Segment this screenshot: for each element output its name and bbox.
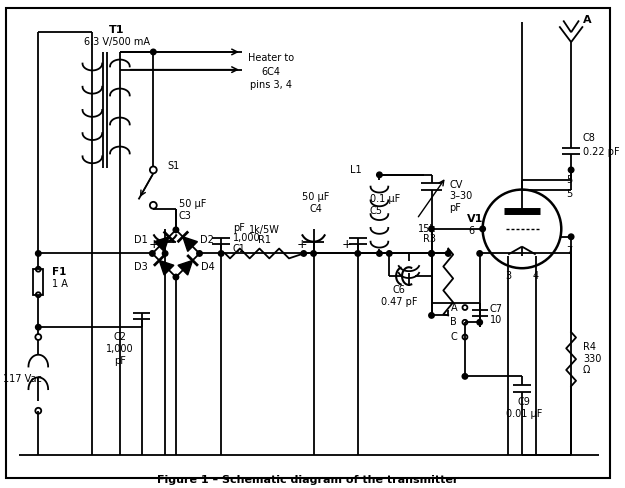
- Text: 1 A: 1 A: [52, 279, 68, 289]
- Text: A: A: [451, 303, 457, 312]
- Circle shape: [446, 251, 451, 256]
- Text: Heater to: Heater to: [248, 53, 294, 63]
- Text: 4: 4: [532, 271, 539, 281]
- Text: 5: 5: [566, 189, 572, 200]
- Text: +: +: [341, 238, 352, 251]
- Text: D4: D4: [201, 262, 214, 272]
- Text: R4: R4: [583, 342, 596, 352]
- Text: 6: 6: [469, 226, 475, 236]
- Text: T1: T1: [109, 25, 124, 35]
- Text: 1k/5W: 1k/5W: [249, 225, 280, 235]
- Text: 3: 3: [505, 271, 511, 281]
- Polygon shape: [154, 237, 169, 251]
- Text: pF: pF: [233, 223, 245, 233]
- Polygon shape: [178, 261, 192, 275]
- Text: C5: C5: [369, 206, 382, 216]
- Text: C3: C3: [179, 211, 192, 221]
- Text: V1: V1: [467, 214, 483, 224]
- Circle shape: [149, 251, 155, 256]
- Text: F1: F1: [52, 267, 66, 277]
- Circle shape: [36, 325, 41, 330]
- Circle shape: [480, 226, 486, 232]
- Text: +: +: [297, 238, 308, 251]
- Circle shape: [462, 374, 468, 379]
- Text: C2: C2: [113, 332, 126, 342]
- Text: 0.01 μF: 0.01 μF: [506, 409, 542, 419]
- Circle shape: [355, 251, 361, 256]
- Text: 0.1 μF: 0.1 μF: [369, 194, 400, 204]
- Circle shape: [218, 251, 224, 256]
- Circle shape: [162, 251, 168, 256]
- Text: C1: C1: [233, 244, 246, 254]
- Text: 330: 330: [583, 354, 601, 364]
- Circle shape: [173, 227, 179, 233]
- Text: 0.22 pF: 0.22 pF: [583, 147, 619, 157]
- Text: 7: 7: [566, 245, 572, 256]
- Text: Figure 1 – Schematic diagram of the transmitter: Figure 1 – Schematic diagram of the tran…: [157, 474, 458, 485]
- Text: pins 3, 4: pins 3, 4: [250, 81, 292, 90]
- Text: C: C: [451, 332, 457, 342]
- Text: 1,000: 1,000: [106, 344, 134, 354]
- Text: D1: D1: [134, 235, 148, 244]
- Text: R1: R1: [258, 235, 271, 244]
- Text: D2: D2: [201, 235, 214, 244]
- Text: 5: 5: [566, 175, 572, 185]
- Text: pF: pF: [114, 356, 126, 366]
- Text: 117 Vac: 117 Vac: [3, 374, 42, 385]
- Text: +: +: [149, 238, 159, 251]
- Text: Ω: Ω: [583, 366, 590, 375]
- Text: C9: C9: [518, 397, 531, 407]
- Circle shape: [301, 251, 306, 256]
- Circle shape: [173, 274, 179, 280]
- Text: L1: L1: [350, 165, 362, 175]
- Text: C6: C6: [392, 285, 406, 295]
- Circle shape: [197, 251, 202, 256]
- Circle shape: [151, 49, 156, 55]
- Circle shape: [377, 251, 382, 256]
- Circle shape: [429, 226, 434, 232]
- Text: C8: C8: [583, 133, 596, 143]
- Text: C4: C4: [309, 204, 322, 214]
- Text: 3–30: 3–30: [449, 191, 472, 202]
- Text: 6C4: 6C4: [262, 66, 281, 77]
- Polygon shape: [183, 237, 198, 251]
- Text: 10: 10: [489, 315, 502, 325]
- Text: A: A: [583, 16, 591, 25]
- Text: R3: R3: [423, 234, 436, 244]
- Polygon shape: [159, 261, 174, 275]
- Text: 1,000: 1,000: [233, 233, 261, 243]
- Text: 50 μF: 50 μF: [302, 192, 329, 203]
- Bar: [33, 269, 43, 295]
- Text: 0.47 pF: 0.47 pF: [381, 297, 418, 306]
- Circle shape: [386, 251, 392, 256]
- Text: 6.3 V/500 mA: 6.3 V/500 mA: [84, 37, 150, 47]
- Text: S1: S1: [167, 161, 179, 171]
- Text: pF: pF: [449, 203, 461, 213]
- Circle shape: [429, 313, 434, 318]
- Circle shape: [377, 172, 382, 178]
- Circle shape: [311, 251, 316, 256]
- Text: 15k: 15k: [418, 224, 436, 234]
- Text: D3: D3: [134, 262, 148, 272]
- Circle shape: [477, 320, 482, 325]
- Text: C7: C7: [489, 304, 502, 313]
- Circle shape: [36, 251, 41, 256]
- Circle shape: [429, 251, 434, 256]
- Text: B: B: [451, 317, 457, 327]
- Circle shape: [568, 234, 574, 240]
- Text: CV: CV: [449, 180, 462, 190]
- Text: 50 μF: 50 μF: [179, 199, 206, 209]
- Circle shape: [429, 251, 434, 256]
- Circle shape: [477, 251, 482, 256]
- Circle shape: [568, 167, 574, 173]
